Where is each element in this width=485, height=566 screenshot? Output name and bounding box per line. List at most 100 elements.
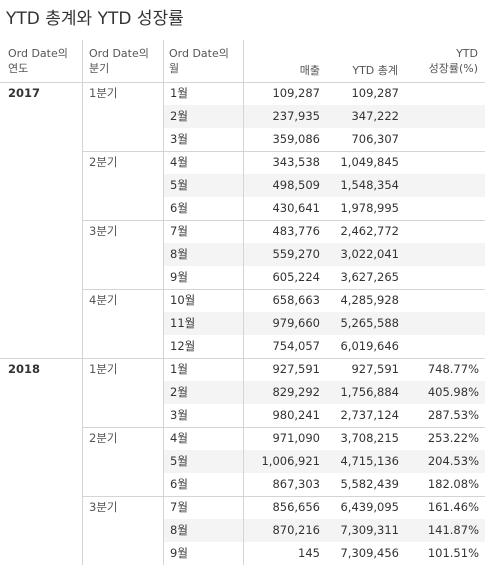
sales-value[interactable]: 145: [298, 546, 320, 560]
month-label[interactable]: 3월: [170, 132, 188, 146]
quarter-label[interactable]: 3분기: [89, 224, 118, 238]
ytd-growth-value[interactable]: 405.98%: [427, 385, 479, 399]
month-label[interactable]: 9월: [170, 546, 188, 560]
ytd-growth-value[interactable]: [405, 174, 479, 197]
ytd-total-value[interactable]: 927,591: [351, 362, 399, 376]
month-label[interactable]: 8월: [170, 523, 188, 537]
ytd-total-value[interactable]: 1,548,354: [340, 178, 399, 192]
month-label[interactable]: 5월: [170, 454, 188, 468]
month-label[interactable]: 6월: [170, 477, 188, 491]
month-label[interactable]: 7월: [170, 500, 188, 514]
year-label[interactable]: 2017: [8, 86, 41, 100]
ytd-total-value[interactable]: 6,019,646: [340, 339, 399, 353]
ytd-total-value[interactable]: 347,222: [351, 109, 399, 123]
sales-value[interactable]: 980,241: [272, 408, 320, 422]
ytd-total-value[interactable]: 2,737,124: [340, 408, 399, 422]
sales-value[interactable]: 559,270: [272, 247, 320, 261]
ytd-growth-value[interactable]: 101.51%: [427, 546, 479, 560]
header-quarter[interactable]: Ord Date의 분기: [89, 46, 149, 76]
quarter-label[interactable]: 2분기: [89, 155, 118, 169]
ytd-total-value[interactable]: 2,462,772: [340, 224, 399, 238]
sales-value[interactable]: 237,935: [272, 109, 320, 123]
sales-value[interactable]: 927,591: [272, 362, 320, 376]
year-label[interactable]: 2018: [8, 362, 41, 376]
sales-value[interactable]: 829,292: [272, 385, 320, 399]
month-label[interactable]: 2월: [170, 109, 188, 123]
sales-value[interactable]: 359,086: [272, 132, 320, 146]
month-label[interactable]: 6월: [170, 201, 188, 215]
sales-value[interactable]: 870,216: [272, 523, 320, 537]
ytd-growth-value[interactable]: [405, 105, 479, 128]
month-label[interactable]: 3월: [170, 408, 188, 422]
ytd-total-value[interactable]: 4,715,136: [340, 454, 399, 468]
month-label[interactable]: 5월: [170, 178, 188, 192]
ytd-total-value[interactable]: 1,049,845: [340, 155, 399, 169]
ytd-total-value[interactable]: 5,582,439: [340, 477, 399, 491]
ytd-growth-value[interactable]: [405, 82, 479, 105]
quarter-label[interactable]: 1분기: [89, 362, 118, 376]
month-label[interactable]: 12월: [170, 339, 196, 353]
ytd-growth-value[interactable]: [405, 197, 479, 220]
sales-value[interactable]: 343,538: [272, 155, 320, 169]
ytd-total-value[interactable]: 6,439,095: [340, 500, 399, 514]
ytd-total-value[interactable]: 1,756,884: [340, 385, 399, 399]
month-label[interactable]: 4월: [170, 431, 188, 445]
quarter-label[interactable]: 3분기: [89, 500, 118, 514]
sales-value[interactable]: 754,057: [272, 339, 320, 353]
ytd-growth-value[interactable]: [405, 335, 479, 358]
sales-value[interactable]: 109,287: [272, 86, 320, 100]
ytd-total-value[interactable]: 3,708,215: [340, 431, 399, 445]
ytd-growth-value[interactable]: [405, 151, 479, 174]
ytd-growth-value[interactable]: [405, 289, 479, 312]
sales-value[interactable]: 658,663: [272, 293, 320, 307]
month-label[interactable]: 7월: [170, 224, 188, 238]
ytd-total-value[interactable]: 3,022,041: [340, 247, 399, 261]
quarter-label[interactable]: 2분기: [89, 431, 118, 445]
sales-value[interactable]: 430,641: [272, 201, 320, 215]
ytd-growth-value[interactable]: 748.77%: [427, 362, 479, 376]
quarter-label[interactable]: 1분기: [89, 86, 118, 100]
ytd-total-value[interactable]: 7,309,311: [340, 523, 399, 537]
ytd-growth-value[interactable]: [405, 128, 479, 151]
month-label[interactable]: 1월: [170, 362, 188, 376]
ytd-total-value[interactable]: 109,287: [351, 86, 399, 100]
month-label[interactable]: 8월: [170, 247, 188, 261]
ytd-total-value[interactable]: 706,307: [351, 132, 399, 146]
header-year[interactable]: Ord Date의 연도: [8, 46, 68, 76]
ytd-total-value[interactable]: 5,265,588: [340, 316, 399, 330]
ytd-growth-value[interactable]: [405, 220, 479, 243]
month-label[interactable]: 2월: [170, 385, 188, 399]
header-ytd-growth[interactable]: YTD 성장률(%): [405, 46, 478, 76]
ytd-growth-value[interactable]: 182.08%: [427, 477, 479, 491]
sales-value[interactable]: 498,509: [272, 178, 320, 192]
ytd-growth-value[interactable]: 161.46%: [427, 500, 479, 514]
month-label[interactable]: 4월: [170, 155, 188, 169]
ytd-growth-value[interactable]: 287.53%: [427, 408, 479, 422]
header-sales[interactable]: 매출: [299, 64, 320, 77]
ytd-growth-value[interactable]: 253.22%: [427, 431, 479, 445]
sales-value[interactable]: 971,090: [272, 431, 320, 445]
ytd-growth-value[interactable]: [405, 243, 479, 266]
year-divider: [0, 358, 485, 359]
ytd-total-value[interactable]: 4,285,928: [340, 293, 399, 307]
sales-value[interactable]: 1,006,921: [261, 454, 320, 468]
sales-value[interactable]: 979,660: [272, 316, 320, 330]
ytd-total-value[interactable]: 7,309,456: [340, 546, 399, 560]
month-label[interactable]: 9월: [170, 270, 188, 284]
ytd-growth-value[interactable]: [405, 266, 479, 289]
month-label[interactable]: 11월: [170, 316, 196, 330]
quarter-label[interactable]: 4분기: [89, 293, 118, 307]
ytd-growth-value[interactable]: 141.87%: [427, 523, 479, 537]
sales-value[interactable]: 856,656: [272, 500, 320, 514]
sales-value[interactable]: 483,776: [272, 224, 320, 238]
ytd-growth-value[interactable]: [405, 312, 479, 335]
sales-value[interactable]: 605,224: [272, 270, 320, 284]
ytd-growth-value[interactable]: 204.53%: [427, 454, 479, 468]
month-label[interactable]: 1월: [170, 86, 188, 100]
ytd-total-value[interactable]: 1,978,995: [340, 201, 399, 215]
month-label[interactable]: 10월: [170, 293, 196, 307]
ytd-total-value[interactable]: 3,627,265: [340, 270, 399, 284]
sales-value[interactable]: 867,303: [272, 477, 320, 491]
header-ytd-total[interactable]: YTD 총계: [352, 64, 398, 77]
header-month[interactable]: Ord Date의 월: [169, 46, 229, 76]
